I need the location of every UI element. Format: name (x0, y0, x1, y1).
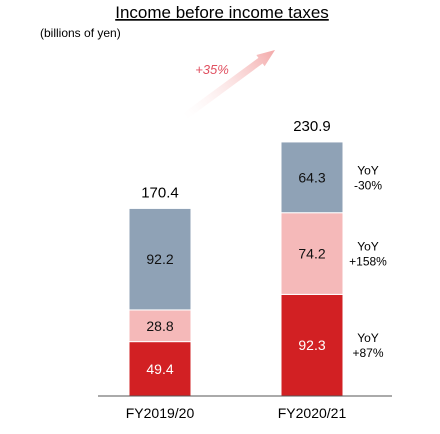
yoy-label: YoY (357, 331, 379, 345)
segment-value-label: 92.2 (146, 251, 173, 267)
bar-segment (128, 341, 192, 397)
segment-value-label: 49.4 (146, 361, 173, 377)
chart-title: Income before income taxes (115, 3, 329, 22)
bar-segment (128, 207, 192, 311)
bar-segment (128, 309, 192, 343)
category-label: FY2020/21 (278, 405, 347, 421)
category-label: FY2019/20 (126, 405, 195, 421)
segment-value-label: 74.2 (298, 246, 325, 262)
total-value-label: 230.9 (293, 118, 331, 135)
bar-segment (280, 293, 344, 397)
yoy-value: +87% (352, 346, 383, 360)
unit-label: (billions of yen) (40, 26, 121, 40)
yoy-label: YoY (357, 163, 379, 177)
bar-segment (280, 212, 344, 295)
bar-segment (280, 141, 344, 214)
yoy-value: -30% (354, 178, 382, 192)
total-value-label: 170.4 (141, 184, 179, 201)
segment-value-label: 92.3 (298, 337, 325, 353)
yoy-label: YoY (357, 240, 379, 254)
growth-label: +35% (195, 62, 229, 77)
growth-arrow-icon (181, 49, 275, 120)
yoy-value: +158% (349, 255, 387, 269)
segment-value-label: 64.3 (298, 169, 325, 185)
segment-value-label: 28.8 (146, 318, 173, 334)
